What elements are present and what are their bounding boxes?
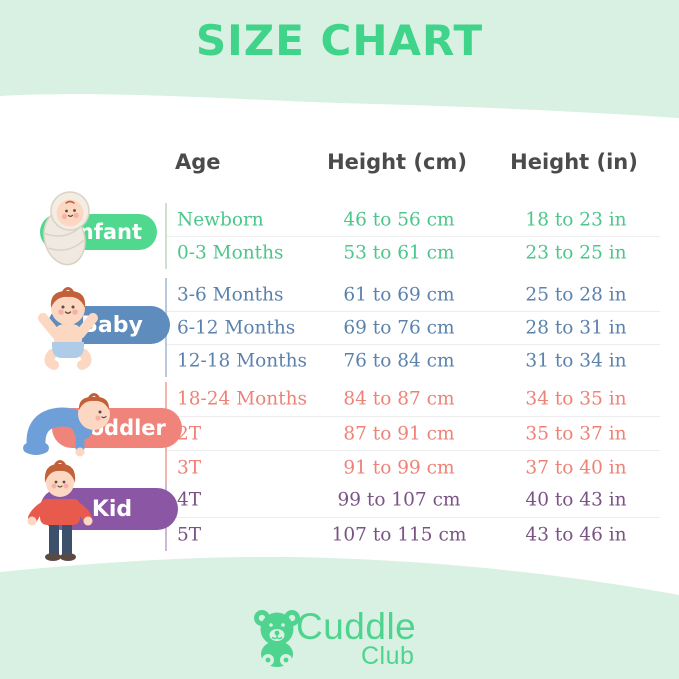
height-cm-cell: 76 to 84 cm [343, 350, 455, 372]
table-row: 6-12 Months 69 to 76 cm 28 to 31 in [167, 311, 660, 344]
height-cm-cell: 69 to 76 cm [343, 317, 455, 339]
height-cm-cell: 87 to 91 cm [343, 423, 455, 444]
height-cm-cell: 84 to 87 cm [343, 388, 455, 410]
height-cm-cell: 99 to 107 cm [337, 489, 461, 511]
kid-group-label: Kid [91, 496, 133, 522]
height-in-cell: 18 to 23 in [525, 209, 627, 230]
teddy-bear-icon [254, 610, 300, 667]
age-cell: 3-6 Months [177, 284, 284, 305]
height-in-cell: 43 to 46 in [525, 524, 627, 545]
table-header-row: Age Height (cm) Height (in) [165, 150, 660, 178]
age-cell: 5T [177, 524, 202, 545]
table-row: 18-24 Months 84 to 87 cm 34 to 35 in [167, 382, 660, 416]
brand-name-cuddle: Cuddle [296, 606, 417, 647]
height-cm-cell: 61 to 69 cm [343, 284, 455, 305]
table-row: 3-6 Months 61 to 69 cm 25 to 28 in [167, 278, 660, 311]
age-cell: 18-24 Months [177, 388, 308, 410]
height-in-cell: 37 to 40 in [525, 457, 627, 478]
height-cm-cell: 53 to 61 cm [343, 242, 455, 264]
standing-kid-icon [27, 460, 93, 561]
height-in-cell: 28 to 31 in [525, 317, 627, 339]
swaddled-infant-icon [43, 191, 90, 266]
table-row: Newborn 46 to 56 cm 18 to 23 in [167, 203, 660, 236]
height-in-cell: 23 to 25 in [525, 242, 627, 264]
bottom-wave-band [0, 556, 679, 679]
kid-rows: 4T 99 to 107 cm 40 to 43 in 5T 107 to 11… [165, 483, 660, 551]
sitting-baby-icon [38, 287, 98, 370]
height-cm-cell: 91 to 99 cm [343, 457, 455, 478]
height-in-cell: 40 to 43 in [525, 489, 627, 511]
table-row: 0-3 Months 53 to 61 cm 23 to 25 in [167, 236, 660, 269]
top-mint-band [0, 0, 679, 91]
column-header-age: Age [175, 150, 221, 174]
age-cell: 4T [177, 489, 202, 511]
table-row: 5T 107 to 115 cm 43 to 46 in [167, 517, 660, 551]
brand-name-club: Club [361, 642, 415, 670]
age-cell: 3T [177, 457, 202, 478]
age-cell: Newborn [177, 209, 264, 230]
height-in-cell: 35 to 37 in [525, 423, 627, 444]
table-row: 3T 91 to 99 cm 37 to 40 in [167, 450, 660, 484]
age-cell: 12-18 Months [177, 350, 308, 372]
height-in-cell: 25 to 28 in [525, 284, 627, 305]
kid-group-pill: Kid [40, 488, 178, 530]
height-in-cell: 34 to 35 in [525, 388, 627, 410]
column-header-height-in: Height (in) [510, 150, 638, 174]
baby-rows: 3-6 Months 61 to 69 cm 25 to 28 in 6-12 … [165, 278, 660, 377]
infant-rows: Newborn 46 to 56 cm 18 to 23 in 0-3 Mont… [165, 203, 660, 269]
height-in-cell: 31 to 34 in [525, 350, 627, 372]
height-cm-cell: 46 to 56 cm [343, 209, 455, 230]
table-row: 2T 87 to 91 cm 35 to 37 in [167, 416, 660, 450]
page-title: SIZE CHART [195, 16, 484, 65]
age-cell: 2T [177, 423, 202, 444]
table-row: 4T 99 to 107 cm 40 to 43 in [167, 483, 660, 517]
column-header-height-cm: Height (cm) [327, 150, 467, 174]
brand-footer: Cuddle Club [250, 606, 450, 672]
height-cm-cell: 107 to 115 cm [331, 524, 467, 545]
top-wave-divider [0, 90, 679, 118]
size-group-toddler: Toddler 18-24 Months 84 to 87 cm 34 to 3… [0, 382, 679, 484]
toddler-rows: 18-24 Months 84 to 87 cm 34 to 35 in 2T … [165, 382, 660, 484]
age-cell: 6-12 Months [177, 317, 296, 339]
age-cell: 0-3 Months [177, 242, 284, 264]
crawling-toddler-icon [23, 393, 110, 457]
table-row: 12-18 Months 76 to 84 cm 31 to 34 in [167, 344, 660, 377]
size-group-baby: Baby 3-6 Months 61 to 69 cm 25 to 28 in … [0, 278, 679, 377]
size-group-infant: Infant Newborn 46 to 56 cm 18 to 23 in 0… [0, 191, 679, 269]
size-group-kid: Kid 4T 99 to 107 cm 40 to 43 in 5T 107 t… [0, 460, 679, 561]
